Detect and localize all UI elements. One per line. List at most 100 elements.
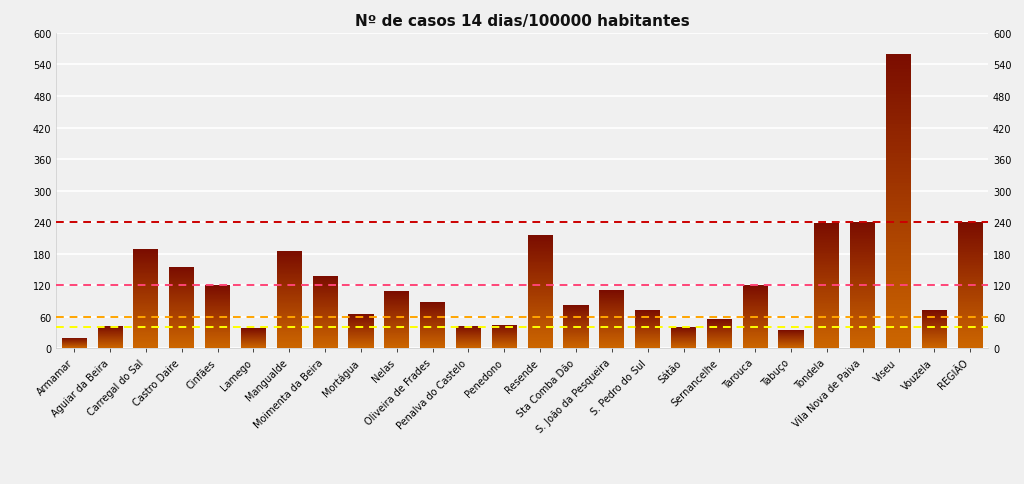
Bar (886, 62, 911, 66)
Bar (850, 265, 876, 267)
Bar (169, 301, 195, 302)
Bar (384, 316, 410, 317)
Bar (205, 320, 230, 321)
Bar (133, 294, 159, 296)
Bar (957, 273, 983, 274)
Bar (599, 340, 625, 341)
Bar (527, 302, 553, 303)
Bar (205, 339, 230, 340)
Bar (957, 293, 983, 295)
Bar (742, 302, 768, 303)
Bar (527, 344, 553, 346)
Bar (957, 224, 983, 226)
Bar (169, 344, 195, 345)
Bar (742, 317, 768, 318)
Bar (563, 310, 589, 311)
Bar (742, 336, 768, 337)
Bar (420, 304, 445, 305)
Bar (886, 150, 911, 154)
Bar (850, 331, 876, 333)
Bar (205, 333, 230, 334)
Bar (312, 276, 338, 277)
Bar (312, 315, 338, 316)
Bar (814, 285, 840, 286)
Bar (527, 313, 553, 315)
Bar (563, 342, 589, 343)
Bar (276, 281, 302, 282)
Bar (312, 310, 338, 311)
Bar (957, 309, 983, 311)
Bar (527, 336, 553, 337)
Bar (957, 334, 983, 336)
Bar (599, 334, 625, 335)
Bar (957, 284, 983, 286)
Bar (312, 311, 338, 312)
Bar (312, 303, 338, 304)
Bar (563, 331, 589, 332)
Bar (886, 121, 911, 124)
Bar (420, 333, 445, 334)
Bar (169, 322, 195, 323)
Bar (133, 261, 159, 262)
Bar (205, 346, 230, 347)
Bar (850, 334, 876, 336)
Bar (312, 318, 338, 319)
Bar (957, 251, 983, 253)
Bar (276, 302, 302, 303)
Bar (850, 312, 876, 314)
Bar (814, 299, 840, 300)
Bar (384, 300, 410, 301)
Bar (850, 300, 876, 301)
Bar (527, 250, 553, 251)
Bar (957, 301, 983, 303)
Bar (133, 256, 159, 257)
Bar (742, 333, 768, 334)
Bar (205, 332, 230, 333)
Bar (133, 251, 159, 252)
Bar (886, 66, 911, 70)
Bar (599, 346, 625, 347)
Bar (420, 324, 445, 325)
Bar (850, 306, 876, 308)
Bar (850, 246, 876, 248)
Bar (850, 272, 876, 273)
Bar (205, 286, 230, 287)
Bar (169, 288, 195, 289)
Bar (384, 294, 410, 295)
Bar (599, 328, 625, 329)
Bar (742, 337, 768, 338)
Bar (850, 287, 876, 288)
Bar (133, 341, 159, 342)
Bar (205, 344, 230, 345)
Bar (527, 284, 553, 285)
Bar (850, 318, 876, 320)
Bar (169, 329, 195, 330)
Bar (563, 322, 589, 323)
Bar (276, 264, 302, 265)
Bar (599, 308, 625, 309)
Bar (850, 224, 876, 226)
Bar (384, 331, 410, 332)
Bar (957, 230, 983, 232)
Bar (133, 333, 159, 335)
Bar (205, 313, 230, 314)
Bar (276, 300, 302, 301)
Bar (312, 334, 338, 335)
Bar (133, 306, 159, 308)
Bar (276, 287, 302, 288)
Bar (814, 250, 840, 252)
Bar (276, 293, 302, 294)
Bar (312, 299, 338, 300)
Bar (205, 317, 230, 318)
Bar (205, 324, 230, 325)
Bar (814, 289, 840, 291)
Bar (886, 168, 911, 172)
Bar (133, 342, 159, 344)
Bar (169, 327, 195, 328)
Bar (957, 347, 983, 348)
Bar (169, 287, 195, 288)
Bar (599, 314, 625, 315)
Bar (957, 226, 983, 227)
Bar (205, 290, 230, 291)
Bar (957, 325, 983, 327)
